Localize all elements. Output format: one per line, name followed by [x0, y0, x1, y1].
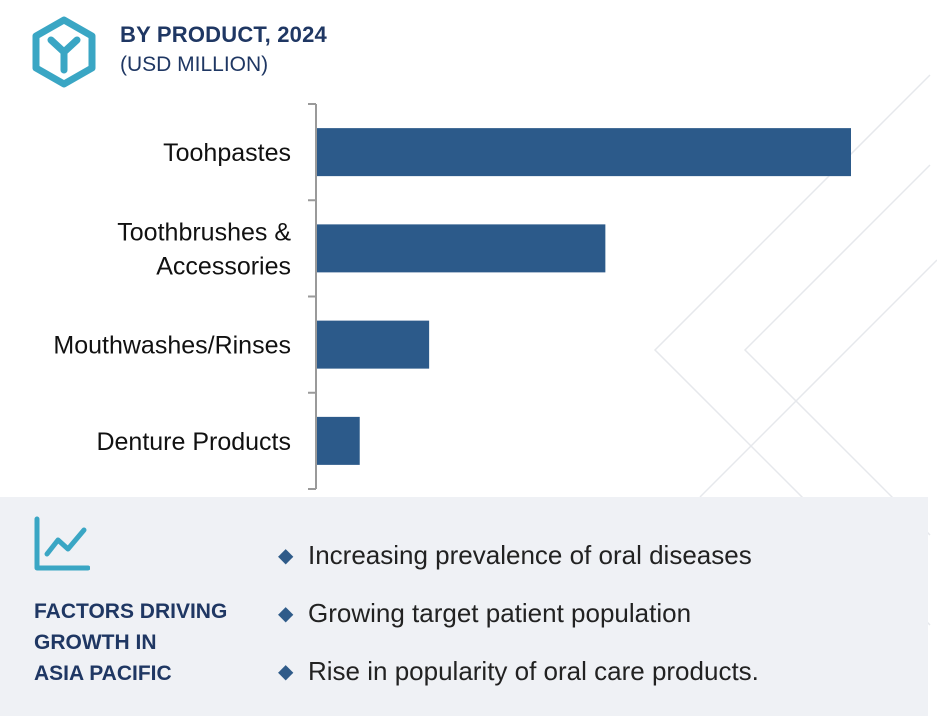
category-label: Denture Products	[96, 428, 291, 456]
factor-item: ◆ Growing target patient population	[278, 598, 691, 629]
factor-item: ◆ Rise in popularity of oral care product…	[278, 656, 759, 687]
factor-item: ◆ Increasing prevalence of oral diseases	[278, 540, 752, 571]
factors-title-line: ASIA PACIFIC	[34, 662, 172, 685]
hexagon-logo-icon	[32, 16, 96, 88]
factors-title-line: FACTORS DRIVING	[34, 600, 228, 623]
category-label: Accessories	[156, 252, 291, 280]
diamond-bullet-icon: ◆	[278, 603, 294, 625]
diamond-bullet-icon: ◆	[278, 545, 294, 567]
bar	[317, 128, 851, 177]
chart-subtitle: (USD MILLION)	[120, 53, 269, 76]
factor-text: Rise in popularity of oral care products…	[308, 656, 759, 686]
factors-panel	[0, 497, 928, 716]
category-label: Toohpastes	[163, 139, 291, 167]
line-chart-growth-icon	[34, 516, 90, 571]
bar	[317, 320, 430, 369]
factor-text: Increasing prevalence of oral diseases	[308, 540, 752, 570]
factors-title-line: GROWTH IN	[34, 631, 157, 654]
factors-title: FACTORS DRIVING GROWTH IN ASIA PACIFIC	[34, 596, 264, 689]
bar-chart: Toohpastes Toothbrushes & Accessories Mouth…	[53, 103, 851, 490]
bar	[317, 224, 606, 273]
diamond-bullet-icon: ◆	[278, 661, 294, 683]
category-label: Toothbrushes &	[117, 218, 291, 246]
category-label: Mouthwashes/Rinses	[53, 332, 291, 360]
bar	[317, 416, 360, 465]
factor-text: Growing target patient population	[308, 598, 692, 628]
chart-title: BY PRODUCT, 2024	[120, 22, 327, 47]
